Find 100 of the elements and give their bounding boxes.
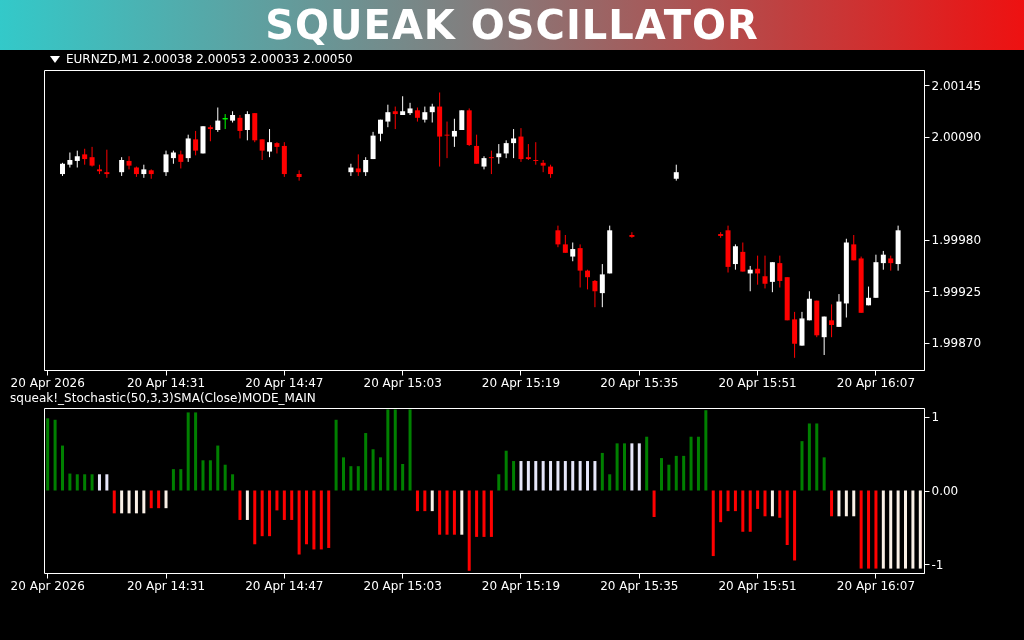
candlestick [274,141,280,154]
bar [763,490,767,517]
bar [127,490,131,514]
bar [837,490,841,517]
bar [467,490,471,571]
bar [571,461,575,491]
candlestick [355,153,361,177]
x-tick-label: 20 Apr 14:47 [245,578,324,593]
y-tick-label: 2.00090 [931,130,982,145]
bar [105,474,109,491]
bar [364,433,368,491]
x-tick-label: 20 Apr 15:51 [718,375,797,390]
bar [90,474,94,491]
bar [60,445,64,491]
bar [489,490,493,537]
candlestick [67,152,73,168]
candlestick [119,156,125,177]
bar [171,469,175,491]
bar [438,490,442,535]
candlestick [259,138,265,161]
bar [630,443,634,491]
bar [371,449,375,491]
bar [423,490,427,512]
bar [290,490,294,520]
bar [674,455,678,491]
x-tick-label: 20 Apr 14:31 [126,375,206,390]
bar [881,490,885,569]
bar [822,457,826,491]
candlestick [740,242,746,273]
candlestick [89,146,95,168]
bar [378,457,382,491]
chart-title: squeak!_Stochastic(50,3,3)SMA(Close)MODE_MAIN [10,391,316,405]
bar [793,490,797,561]
bar [208,460,212,491]
candlestick [185,134,191,163]
candlestick [488,150,494,175]
bar [260,490,264,537]
candlestick [407,102,413,116]
bar [807,423,811,491]
bar [216,445,220,491]
bar [97,474,101,491]
x-tick-label: 20 Apr 15:03 [363,578,442,593]
candlestick [577,243,583,288]
bar [578,461,582,491]
x-tick-label: 20 Apr 2026 [10,578,85,593]
candlestick [267,128,273,158]
candlestick [296,169,302,182]
bar [549,461,553,491]
bar [778,490,782,518]
bar [282,490,286,520]
candlestick [126,155,132,170]
bar [401,463,405,491]
bar [460,490,464,535]
bar [637,443,641,491]
x-tick-label: 20 Apr 15:35 [600,375,679,390]
bar [327,490,331,548]
bar [452,490,456,535]
bar [497,474,501,491]
candlestick [629,231,635,239]
bar [415,490,419,512]
bar [342,457,345,491]
candlestick [474,134,480,165]
candlestick [570,242,576,262]
bar [830,490,834,517]
candlestick [444,121,450,159]
bar [519,461,523,491]
bar [682,455,686,491]
bar [201,460,205,491]
bar [874,490,878,569]
bar [556,461,560,491]
bar [504,450,508,491]
x-tick-label: 20 Apr 16:07 [836,375,916,390]
x-tick-label: 20 Apr 15:35 [600,578,679,593]
bar [386,409,390,491]
bar [785,490,789,546]
bar [667,464,671,491]
bar [859,490,863,569]
x-tick-label: 20 Apr 15:03 [363,375,442,390]
candlestick [851,234,857,261]
candlestick [829,303,835,338]
bar [186,412,190,491]
candlestick [821,316,827,356]
candlestick [585,269,591,290]
candlestick [599,263,605,308]
bar [75,474,79,491]
bar [748,490,752,532]
y-tick-label: 2.00145 [931,78,982,93]
y-tick-label: 1.99980 [931,233,982,248]
bar [253,490,257,545]
candlestick [237,114,243,139]
candlestick [777,255,783,288]
bar [896,490,900,569]
chart-subtitle: EURNZD,M1 2.00038 2.00053 2.00033 2.00050 [66,52,353,66]
bar [194,412,198,491]
bar [719,490,723,523]
bar [645,436,649,491]
bar [120,490,124,514]
bar [526,461,530,491]
candlestick [104,149,110,179]
candlestick [163,150,169,177]
